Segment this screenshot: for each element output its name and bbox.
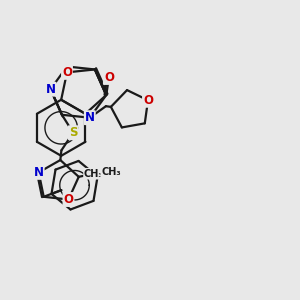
Text: O: O: [104, 71, 114, 84]
Text: N: N: [85, 111, 95, 124]
Text: N: N: [34, 166, 44, 179]
Text: O: O: [143, 94, 153, 107]
Text: O: O: [64, 193, 74, 206]
Text: N: N: [46, 83, 56, 96]
Text: S: S: [69, 126, 77, 139]
Text: CH₃: CH₃: [84, 169, 104, 179]
Text: CH₃: CH₃: [101, 167, 121, 176]
Text: O: O: [62, 66, 72, 79]
